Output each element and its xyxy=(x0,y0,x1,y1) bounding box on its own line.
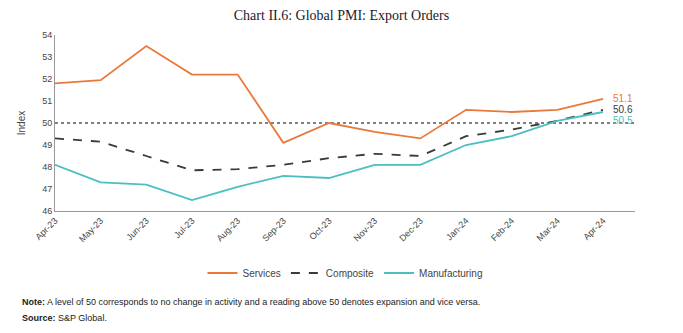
svg-text:Jun-23: Jun-23 xyxy=(124,216,151,243)
svg-text:Composite: Composite xyxy=(326,268,374,279)
svg-text:48: 48 xyxy=(42,162,52,172)
svg-text:Note: A level of 50 correspond: Note: A level of 50 corresponds to no ch… xyxy=(22,297,480,307)
svg-text:54: 54 xyxy=(42,30,52,40)
svg-text:50: 50 xyxy=(42,118,52,128)
svg-text:47: 47 xyxy=(42,184,52,194)
svg-text:51.1: 51.1 xyxy=(613,93,633,104)
svg-text:Sep-23: Sep-23 xyxy=(260,216,288,244)
svg-text:50.5: 50.5 xyxy=(613,115,633,126)
svg-text:52: 52 xyxy=(42,74,52,84)
svg-text:Jul-23: Jul-23 xyxy=(172,216,196,240)
svg-text:Apr-24: Apr-24 xyxy=(581,216,607,242)
svg-text:Manufacturing: Manufacturing xyxy=(419,268,482,279)
svg-text:Dec-23: Dec-23 xyxy=(397,216,425,244)
svg-text:50.6: 50.6 xyxy=(613,104,633,115)
svg-text:46: 46 xyxy=(42,206,52,216)
svg-text:Source: S&P Global.: Source: S&P Global. xyxy=(22,313,107,323)
svg-text:Apr-23: Apr-23 xyxy=(33,216,59,242)
svg-text:Oct-23: Oct-23 xyxy=(307,216,333,242)
svg-text:51: 51 xyxy=(42,96,52,106)
svg-text:Aug-23: Aug-23 xyxy=(215,216,243,244)
svg-text:Index: Index xyxy=(16,111,27,135)
svg-text:Nov-23: Nov-23 xyxy=(352,216,380,244)
svg-text:53: 53 xyxy=(42,52,52,62)
svg-text:Mar-24: Mar-24 xyxy=(535,216,562,243)
svg-text:May-23: May-23 xyxy=(77,216,105,244)
svg-text:49: 49 xyxy=(42,140,52,150)
svg-text:Services: Services xyxy=(243,268,281,279)
svg-text:Jan-24: Jan-24 xyxy=(444,216,471,243)
svg-text:Chart II.6: Global PMI: Export: Chart II.6: Global PMI: Export Orders xyxy=(234,8,449,23)
svg-text:Feb-24: Feb-24 xyxy=(489,216,516,243)
